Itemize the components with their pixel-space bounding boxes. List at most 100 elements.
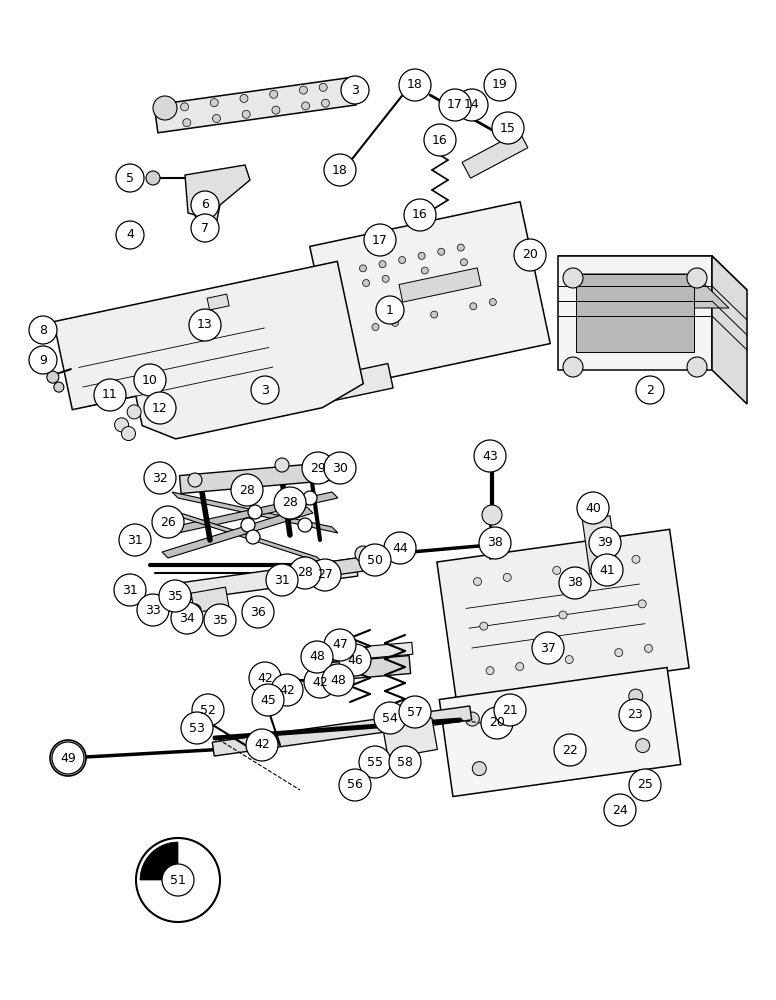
Text: 28: 28 [239, 484, 255, 496]
Text: 1: 1 [386, 304, 394, 316]
Circle shape [319, 83, 327, 91]
Text: 43: 43 [482, 450, 498, 462]
Circle shape [532, 632, 564, 664]
Polygon shape [191, 587, 229, 613]
Circle shape [399, 696, 431, 728]
Circle shape [349, 777, 365, 793]
Text: 32: 32 [152, 472, 168, 485]
Circle shape [359, 265, 366, 272]
Polygon shape [207, 364, 393, 426]
Text: 48: 48 [309, 650, 325, 664]
Circle shape [438, 248, 445, 255]
Text: 28: 28 [282, 496, 298, 510]
Text: 28: 28 [297, 566, 313, 580]
Circle shape [241, 518, 255, 532]
Text: 31: 31 [127, 534, 143, 546]
Polygon shape [310, 202, 550, 388]
Circle shape [604, 794, 636, 826]
Circle shape [341, 76, 369, 104]
Circle shape [213, 114, 220, 122]
Circle shape [638, 776, 652, 790]
Text: 52: 52 [200, 704, 216, 716]
Circle shape [205, 204, 211, 210]
Text: 56: 56 [347, 778, 363, 792]
Text: 18: 18 [332, 163, 348, 176]
Circle shape [172, 590, 184, 602]
Circle shape [474, 440, 506, 472]
Circle shape [159, 580, 191, 612]
Circle shape [589, 527, 621, 559]
Text: 13: 13 [197, 318, 213, 332]
Circle shape [480, 622, 488, 630]
Circle shape [255, 738, 269, 752]
Circle shape [469, 303, 476, 310]
Circle shape [272, 106, 280, 114]
Circle shape [58, 748, 78, 768]
Circle shape [489, 535, 505, 551]
Circle shape [248, 505, 262, 519]
Text: 40: 40 [585, 502, 601, 514]
Circle shape [200, 215, 214, 229]
Circle shape [415, 212, 421, 218]
Text: 17: 17 [447, 99, 463, 111]
Circle shape [324, 452, 356, 484]
Circle shape [418, 252, 425, 259]
Circle shape [615, 649, 623, 657]
Circle shape [116, 221, 144, 249]
Circle shape [604, 540, 610, 546]
Circle shape [324, 154, 356, 186]
Polygon shape [213, 706, 472, 756]
Circle shape [289, 557, 321, 589]
Circle shape [502, 122, 508, 128]
Polygon shape [383, 718, 438, 758]
Circle shape [516, 663, 524, 671]
Text: 49: 49 [60, 752, 76, 764]
Text: 42: 42 [279, 684, 295, 696]
Text: 42: 42 [254, 738, 270, 752]
Circle shape [452, 97, 458, 103]
Text: 58: 58 [397, 756, 413, 768]
Circle shape [281, 683, 295, 697]
Circle shape [456, 89, 488, 121]
Circle shape [413, 708, 420, 716]
Circle shape [242, 110, 250, 118]
Circle shape [309, 559, 341, 591]
Text: 31: 31 [274, 574, 290, 586]
Polygon shape [582, 516, 618, 574]
Circle shape [274, 487, 306, 519]
Circle shape [304, 666, 336, 698]
Circle shape [242, 596, 274, 628]
Circle shape [479, 527, 511, 559]
Polygon shape [172, 492, 338, 533]
Circle shape [188, 473, 202, 487]
Circle shape [323, 461, 337, 475]
Circle shape [565, 656, 573, 664]
Text: 34: 34 [179, 611, 195, 624]
Polygon shape [140, 842, 178, 880]
Circle shape [252, 684, 284, 716]
Circle shape [629, 689, 643, 703]
Polygon shape [437, 529, 689, 701]
Circle shape [29, 316, 57, 344]
Circle shape [136, 838, 220, 922]
Circle shape [192, 694, 224, 726]
Circle shape [636, 376, 664, 404]
Text: 57: 57 [407, 706, 423, 718]
Circle shape [411, 208, 425, 222]
Text: 16: 16 [432, 133, 448, 146]
Circle shape [54, 382, 64, 392]
Circle shape [494, 540, 500, 546]
Text: 22: 22 [562, 744, 578, 756]
Text: 4: 4 [126, 229, 134, 241]
Text: 47: 47 [332, 639, 348, 652]
Circle shape [374, 702, 406, 734]
Circle shape [144, 392, 176, 424]
Polygon shape [576, 274, 694, 352]
Text: 9: 9 [39, 354, 47, 366]
Circle shape [494, 694, 526, 726]
Polygon shape [185, 165, 250, 232]
Text: 42: 42 [257, 672, 273, 684]
Circle shape [629, 769, 661, 801]
Circle shape [563, 357, 583, 377]
Circle shape [386, 714, 393, 722]
